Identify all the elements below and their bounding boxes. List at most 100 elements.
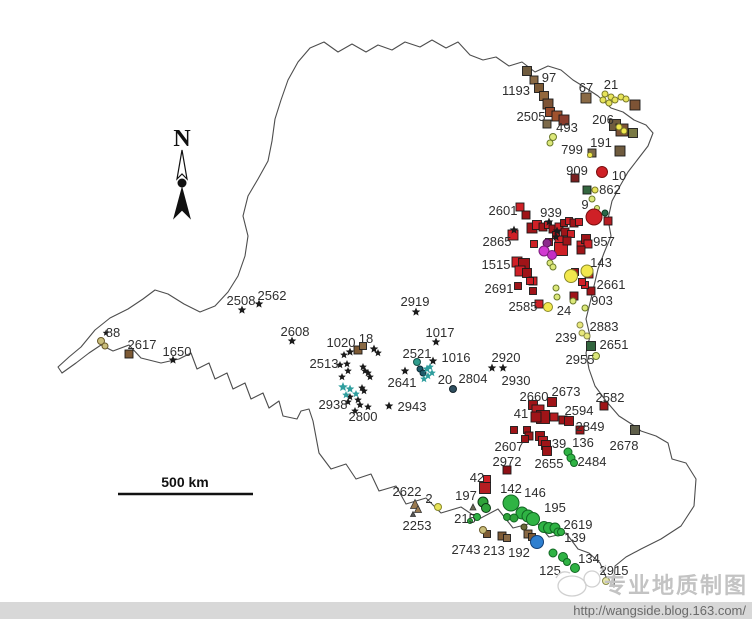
site-label: 1515 [482, 257, 511, 272]
site-label: 2619 [564, 517, 593, 532]
site-label: 2655 [535, 456, 564, 471]
site-symbol [97, 337, 105, 345]
site-symbol [345, 384, 355, 393]
url-text: http://wangside.blog.163.com/ [573, 603, 746, 618]
site-symbol [101, 342, 109, 350]
site-label: 191 [590, 135, 612, 150]
site-symbol [374, 349, 382, 357]
site-symbol [515, 202, 525, 212]
site-symbol [583, 239, 593, 249]
site-symbol [521, 210, 531, 220]
site-label: 20 [438, 372, 452, 387]
site-label: 2505 [517, 109, 546, 124]
site-symbol [529, 75, 539, 85]
site-label: 2562 [258, 288, 287, 303]
site-label: 2601 [489, 203, 518, 218]
site-label: 862 [599, 182, 621, 197]
site-symbol [542, 446, 552, 456]
site-label: 909 [566, 163, 588, 178]
site-symbol [509, 225, 519, 234]
site-symbol [534, 299, 544, 309]
site-label: 2849 [576, 419, 605, 434]
site-symbol [580, 264, 594, 278]
site-label: 195 [544, 500, 566, 515]
site-label: 2678 [610, 438, 639, 453]
site-label: 2804 [459, 371, 488, 386]
site-label: 2743 [452, 542, 481, 557]
site-label: 2508 [227, 293, 256, 308]
site-symbol [615, 123, 623, 131]
site-symbol [419, 369, 427, 377]
site-label: 41 [514, 406, 528, 421]
site-symbol [467, 518, 473, 524]
site-symbol [449, 385, 457, 393]
site-symbol [569, 297, 577, 305]
site-symbol [587, 152, 593, 158]
site-symbol [340, 351, 348, 359]
site-symbol [544, 217, 554, 226]
site-symbol [124, 349, 134, 359]
site-symbol [514, 282, 522, 290]
site-symbol [563, 558, 571, 566]
site-symbol [502, 465, 512, 475]
site-symbol [343, 360, 351, 368]
site-symbol [553, 293, 561, 301]
site-label: 2915 [600, 563, 629, 578]
site-symbol [345, 347, 355, 356]
site-symbol [547, 250, 557, 260]
site-symbol [575, 425, 585, 435]
site-label: 213 [483, 543, 505, 558]
site-symbol [409, 510, 417, 517]
site-label: 2253 [403, 518, 432, 533]
scale-label: 500 km [161, 474, 208, 490]
site-symbol [611, 96, 619, 104]
url-bar: http://wangside.blog.163.com/ [0, 602, 752, 619]
site-symbol [338, 382, 348, 391]
north-arrow-lower [173, 186, 191, 220]
site-symbol [384, 401, 394, 410]
site-symbol [596, 166, 608, 178]
site-symbol [434, 503, 442, 511]
scale-bar: 500 km [118, 474, 253, 496]
site-symbol [585, 208, 603, 226]
site-label: 2691 [485, 281, 514, 296]
site-label: 939 [540, 205, 562, 220]
site-symbol [526, 277, 534, 285]
country-outline [57, 39, 697, 588]
site-symbol [530, 411, 542, 423]
site-symbol [498, 363, 508, 372]
site-label: 21 [604, 77, 618, 92]
site-symbol [364, 403, 372, 411]
north-arrow: N [173, 126, 191, 220]
site-symbol [360, 387, 368, 395]
site-symbol [620, 127, 628, 135]
site-symbol [543, 302, 553, 312]
site-label: 146 [524, 485, 546, 500]
site-symbol [366, 373, 374, 381]
site-symbol [581, 304, 589, 312]
site-label: 1650 [163, 344, 192, 359]
site-symbol [469, 503, 477, 511]
site-label: 24 [557, 303, 571, 318]
site-symbol [576, 245, 586, 255]
site-symbol [336, 361, 344, 369]
site-symbol [562, 236, 572, 246]
site-symbol [344, 398, 352, 406]
site-symbol [411, 307, 421, 316]
site-symbol [580, 92, 592, 104]
site-symbol [570, 173, 580, 183]
site-symbol [583, 332, 591, 340]
site-symbol [599, 96, 607, 104]
symbols-layer [97, 66, 641, 585]
site-label: 2938 [319, 397, 348, 412]
site-label: 9 [581, 197, 588, 212]
site-symbol [102, 329, 110, 336]
site-symbol [481, 503, 491, 513]
site-symbol [564, 416, 574, 426]
site-symbol [369, 344, 379, 353]
site-symbol [483, 475, 491, 483]
site-symbol [359, 342, 367, 350]
north-arrow-hub [177, 178, 187, 188]
